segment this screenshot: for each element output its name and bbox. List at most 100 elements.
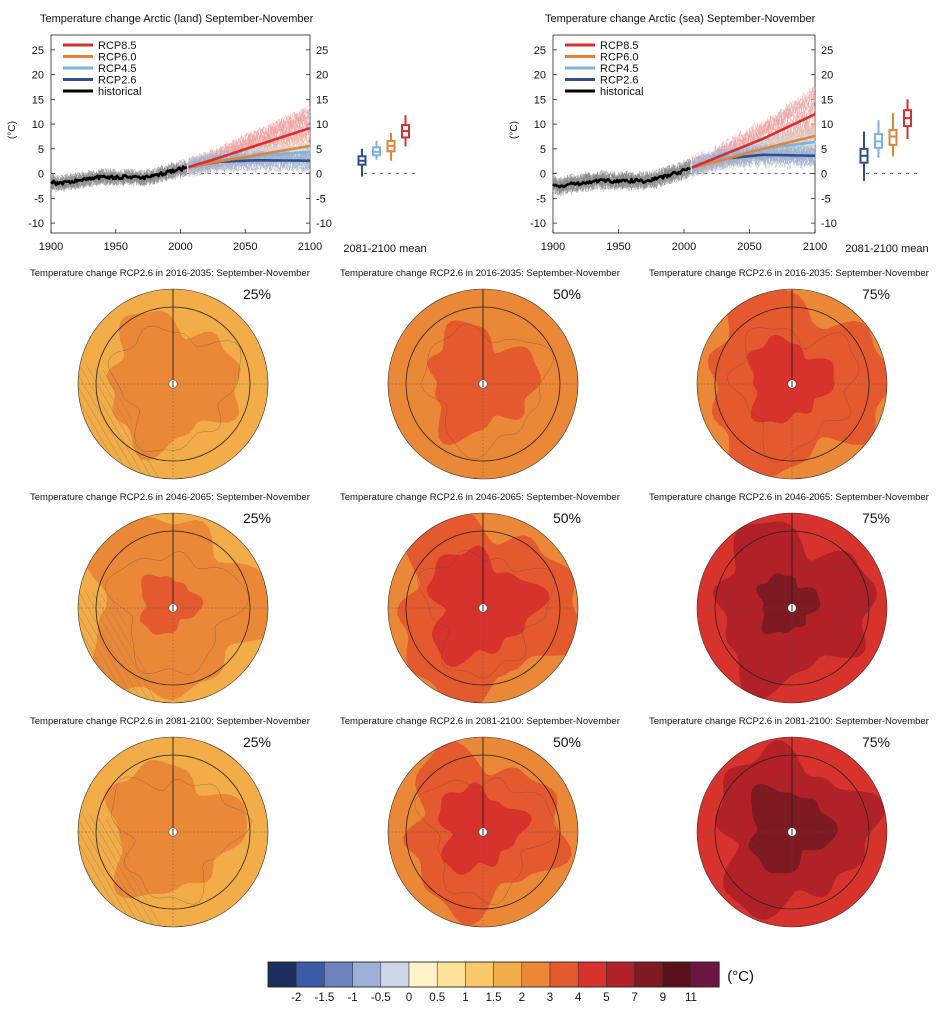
- colorbar: -2 -1.5 -1 -0.5 0 0.5 1 1.5 2 3 4 5 7 9 11 (°C): [267, 961, 754, 1004]
- polar-map-25pct: Temperature change RCP2.6 in 2081-2100: …: [30, 716, 310, 928]
- colorbar-swatch: [662, 961, 692, 988]
- map-title: Temperature change RCP2.6 in 2081-2100: …: [30, 716, 310, 727]
- mean-line-rcp85: [187, 126, 311, 169]
- y-tick-label: 25: [32, 45, 44, 57]
- legend-entry: RCP8.5: [98, 40, 137, 52]
- percentile-label: 75%: [862, 734, 890, 750]
- map-row-1: Temperature change RCP2.6 in 2016-2035: …: [30, 268, 929, 480]
- field-contour: [447, 795, 512, 863]
- coastline: [725, 777, 870, 901]
- map-title: Temperature change RCP2.6 in 2046-2065: …: [340, 492, 620, 503]
- colorbar-tick-label: 0: [406, 992, 412, 1004]
- y-tick-label: 10: [534, 119, 546, 131]
- colorbar-tick-label: 5: [603, 992, 609, 1004]
- y-tick-label-right: -5: [821, 193, 831, 205]
- map-title: Temperature change RCP2.6 in 2046-2065: …: [30, 492, 310, 503]
- map-title: Temperature change RCP2.6 in 2016-2035: …: [340, 268, 620, 279]
- colorbar-swatch: [436, 961, 466, 988]
- y-tick-label-right: 15: [316, 94, 328, 106]
- colorbar-swatch: [295, 961, 325, 988]
- x-tick-label: 1900: [541, 241, 565, 253]
- map-title: Temperature change RCP2.6 in 2016-2035: …: [30, 268, 310, 279]
- y-tick-label: -5: [536, 193, 546, 205]
- map-title: Temperature change RCP2.6 in 2081-2100: …: [340, 716, 620, 727]
- colorbar-tick-label: 7: [631, 992, 637, 1004]
- percentile-label: 50%: [553, 734, 581, 750]
- colorbar-tick-label: -1: [347, 992, 357, 1004]
- timeseries-chart-sea: Temperature change Arctic (sea) Septembe…: [509, 13, 929, 255]
- map-row-3: Temperature change RCP2.6 in 2081-2100: …: [30, 716, 929, 928]
- field-contour: [451, 569, 510, 639]
- polar-map-75pct: Temperature change RCP2.6 in 2081-2100: …: [649, 716, 929, 928]
- y-tick-label-right: 5: [821, 144, 827, 156]
- percentile-label: 25%: [243, 734, 271, 750]
- map-title: Temperature change RCP2.6 in 2081-2100: …: [649, 716, 929, 727]
- percentile-label: 50%: [553, 286, 581, 302]
- field-contour: [757, 345, 820, 413]
- y-tick-label-right: 5: [316, 144, 322, 156]
- y-tick-label-right: 0: [316, 169, 322, 181]
- y-tick-label-right: 25: [821, 45, 833, 57]
- temperature-field: [78, 289, 268, 479]
- y-tick-label: 0: [540, 169, 546, 181]
- colorbar-tick-label: 1: [462, 992, 468, 1004]
- y-tick-label-right: 20: [316, 70, 328, 82]
- coastline: [727, 327, 860, 464]
- colorbar-swatch: [549, 961, 579, 988]
- y-tick-label-right: 15: [821, 94, 833, 106]
- y-tick-label: 20: [534, 70, 546, 82]
- colorbar-tick-label: 0.5: [429, 992, 445, 1004]
- y-tick-label: 15: [32, 94, 44, 106]
- y-tick-label-right: -10: [316, 218, 332, 230]
- y-tick-label: 25: [534, 45, 546, 57]
- colorbar-swatch: [408, 961, 438, 988]
- y-axis-label: (°C): [7, 121, 18, 139]
- legend-entry: RCP2.6: [98, 75, 137, 87]
- coastline: [414, 777, 558, 905]
- percentile-label: 75%: [862, 510, 890, 526]
- ensemble-members: [552, 86, 816, 197]
- mean-line-rcp60: [691, 134, 816, 169]
- mean-line-historical: [50, 165, 188, 186]
- colorbar-swatch: [352, 961, 382, 988]
- mean-line-rcp85: [691, 113, 816, 169]
- x-tick-label: 2100: [298, 241, 322, 253]
- temperature-field: [697, 289, 887, 479]
- colorbar-swatch: [267, 961, 297, 988]
- percentile-label: 75%: [862, 286, 890, 302]
- colorbar-swatch: [465, 961, 494, 988]
- colorbar-swatch: [521, 961, 551, 988]
- x-tick-label: 2050: [737, 241, 761, 253]
- x-tick-label: 2050: [233, 241, 257, 253]
- colorbar-tick-label: 3: [547, 992, 553, 1004]
- x-tick-label: 1900: [39, 241, 63, 253]
- colorbar-tick-label: 1.5: [486, 992, 502, 1004]
- polar-map-50pct: Temperature change RCP2.6 in 2046-2065: …: [340, 492, 620, 704]
- colorbar-tick-label: 9: [660, 992, 666, 1004]
- colorbar-tick-label: 11: [685, 992, 697, 1004]
- y-axis-label: (°C): [509, 121, 520, 139]
- x-tick-label: 2000: [672, 241, 696, 253]
- x-tick-label: 1950: [104, 241, 128, 253]
- percentile-label: 25%: [243, 286, 271, 302]
- mean-line-historical: [552, 167, 691, 189]
- coastline: [421, 323, 554, 460]
- legend-entry: RCP4.5: [98, 63, 137, 75]
- legend-entry: historical: [98, 86, 141, 98]
- y-tick-label-right: 20: [821, 70, 833, 82]
- map-title: Temperature change RCP2.6 in 2046-2065: …: [649, 492, 929, 503]
- colorbar-tick-label: 4: [575, 992, 582, 1004]
- y-tick-label-right: 10: [821, 119, 833, 131]
- temperature-field: [697, 737, 887, 927]
- polar-map-50pct: Temperature change RCP2.6 in 2081-2100: …: [340, 716, 620, 928]
- y-tick-label-right: 25: [316, 45, 328, 57]
- legend-entry: RCP2.6: [600, 75, 639, 87]
- y-tick-label: 20: [32, 70, 44, 82]
- colorbar-swatch: [606, 961, 635, 988]
- polar-map-25pct: Temperature change RCP2.6 in 2046-2065: …: [30, 492, 310, 704]
- x-tick-label: 2000: [168, 241, 192, 253]
- y-tick-label: -5: [34, 193, 44, 205]
- temperature-field: [388, 289, 578, 479]
- map-panels: Temperature change RCP2.6 in 2016-2035: …: [30, 268, 929, 928]
